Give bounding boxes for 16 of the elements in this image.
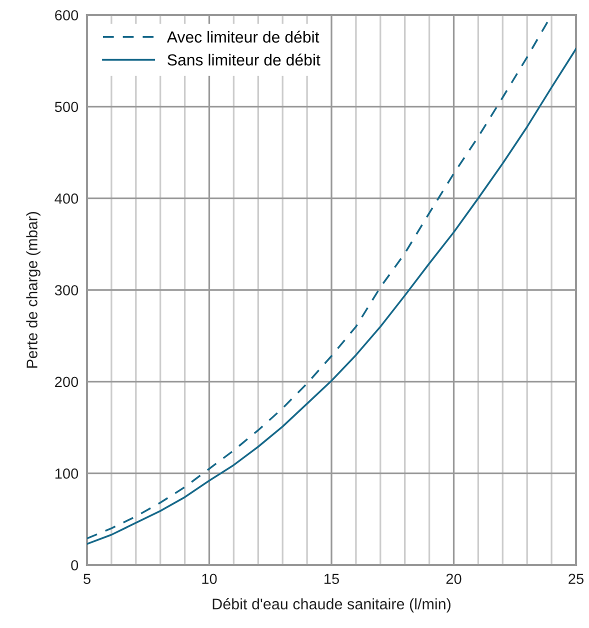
x-tick-label: 5 [84, 574, 90, 584]
y-axis-title: Perte de charge (mbar) [26, 212, 40, 368]
y-tick-label: 0 [71, 560, 78, 570]
y-tick-label: 500 [54, 102, 78, 112]
x-axis-title: Débit d'eau chaude sanitaire (l/min) [212, 598, 450, 612]
y-tick-label: 200 [55, 376, 78, 388]
y-tick-label: 400 [54, 193, 78, 204]
x-tick-label: 15 [324, 574, 339, 584]
y-tick-label: 600 [55, 10, 78, 20]
x-tick-label: 10 [202, 574, 217, 584]
x-tick-label: 20 [446, 574, 462, 584]
x-tick-label: 25 [568, 574, 584, 584]
legend-label: Avec limiteur de débit [166, 30, 320, 43]
y-tick-label: 300 [54, 285, 78, 296]
legend-label: Sans limiteur de débit [168, 54, 320, 66]
y-tick-label: 100 [55, 468, 78, 479]
